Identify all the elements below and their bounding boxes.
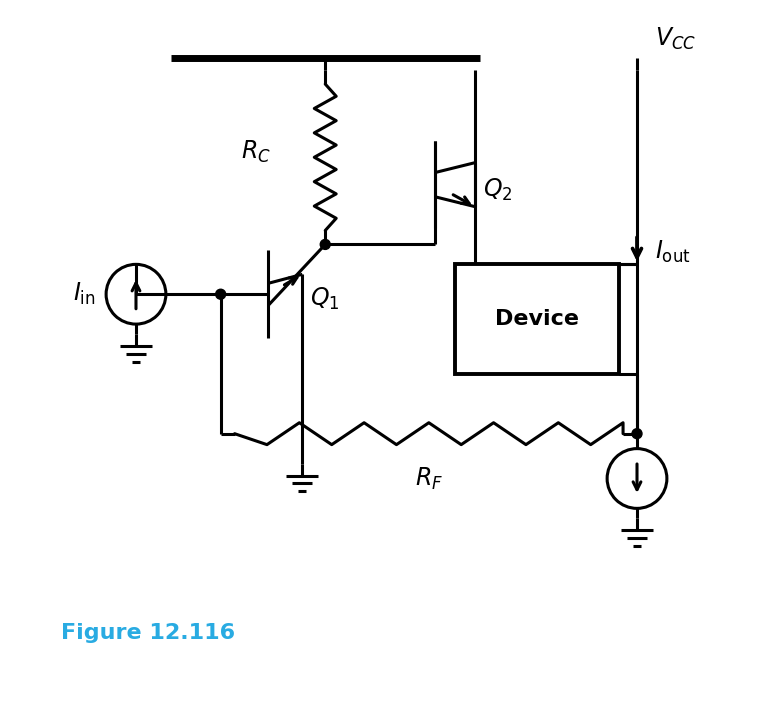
Text: $\mathit{I}_{\mathrm{out}}$: $\mathit{I}_{\mathrm{out}}$ <box>655 239 691 265</box>
Circle shape <box>215 289 225 299</box>
Circle shape <box>632 429 642 439</box>
Circle shape <box>320 239 330 249</box>
Text: $\mathit{I}_{\mathrm{in}}$: $\mathit{I}_{\mathrm{in}}$ <box>73 281 96 308</box>
Text: $\mathit{R}_{C}$: $\mathit{R}_{C}$ <box>241 139 270 165</box>
Text: $\mathit{Q}_{1}$: $\mathit{Q}_{1}$ <box>310 286 340 313</box>
Text: $\mathit{Q}_{2}$: $\mathit{Q}_{2}$ <box>482 177 512 203</box>
Text: Figure 12.116: Figure 12.116 <box>61 623 235 643</box>
Text: Device: Device <box>495 309 579 329</box>
Text: $\mathit{V}_{CC}$: $\mathit{V}_{CC}$ <box>655 26 696 52</box>
FancyBboxPatch shape <box>455 264 619 374</box>
Text: $\mathit{R}_{F}$: $\mathit{R}_{F}$ <box>415 465 443 492</box>
